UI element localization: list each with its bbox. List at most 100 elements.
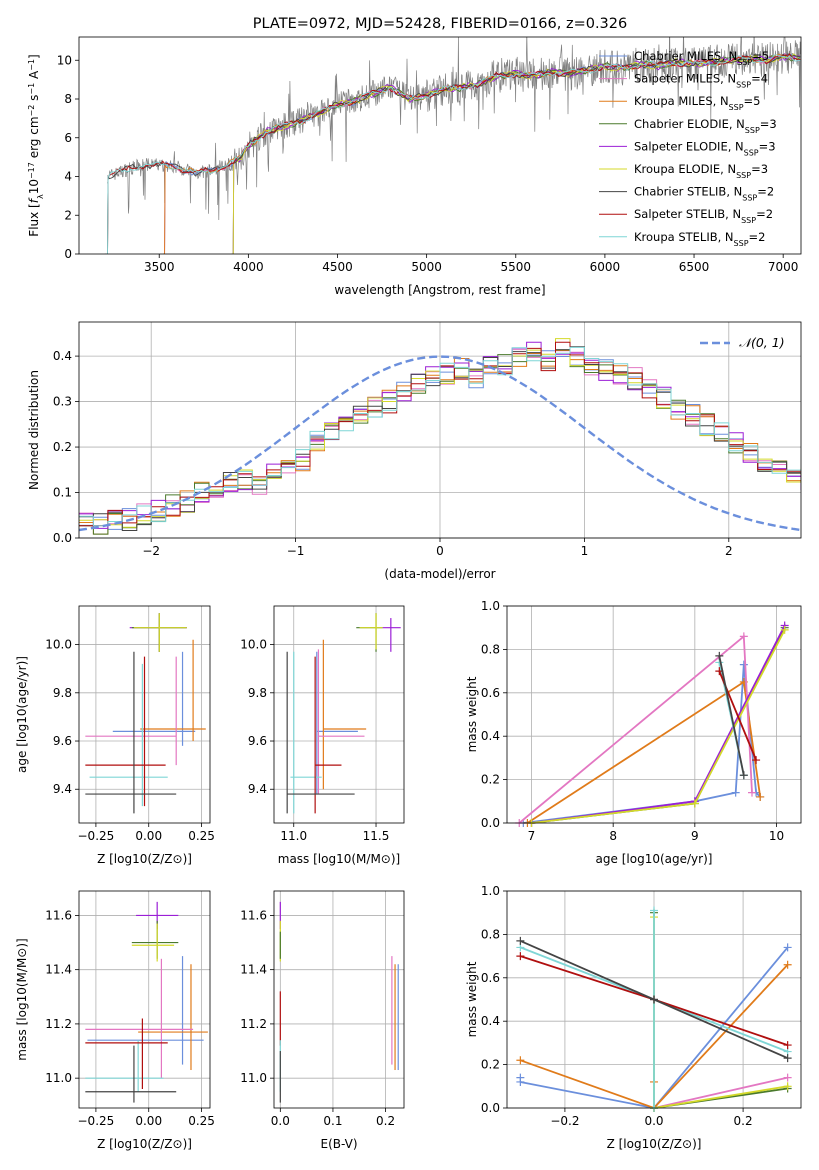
- x-tick-label: 2: [725, 544, 733, 558]
- axes-frame: [78, 605, 211, 824]
- x-tick-label: 0.0: [271, 1114, 290, 1128]
- y-tick-label: 0.4: [481, 729, 500, 743]
- y-tick-label: 1.0: [481, 599, 500, 613]
- axes-frame: [506, 605, 802, 824]
- legend-label: Kroupa STELIB, NSSP=2: [634, 230, 765, 248]
- histogram-series: [79, 349, 801, 525]
- x-tick-label: 0.0: [644, 1114, 663, 1128]
- axes-frame: [78, 890, 211, 1109]
- weight_vs_age-panel: 7 8 9 10 0.0 0.2 0.4 0.6 0.8 1.0 age [log10(age/yr…: [465, 599, 802, 866]
- weight-series-line: [518, 634, 753, 824]
- y-tick-label: 0.2: [481, 1058, 500, 1072]
- histogram-series: [79, 346, 801, 527]
- weight-series-line: [531, 629, 786, 824]
- legend-label: Chabrier ELODIE, NSSP=3: [634, 117, 777, 135]
- mass_vs_ebv-panel: 0.0 0.1 0.2 11.0 11.2 11.4 11.6 E(B-V): [240, 890, 405, 1151]
- x-axis-label: Z [log10(Z/Z⊙)]: [97, 852, 192, 866]
- x-tick-label: −1: [287, 544, 305, 558]
- spectrum-panel: 3500 4000 4500 5000 5500 6000 6500 7000 0 2 4 6 8 10 C…: [27, 16, 802, 297]
- y-tick-label: 11.4: [240, 963, 267, 977]
- legend-label: Kroupa ELODIE, NSSP=3: [634, 162, 768, 180]
- y-axis-label: Normed distribution: [27, 370, 41, 490]
- y-tick-label: 0.6: [481, 686, 500, 700]
- y-tick-label: 0: [64, 247, 72, 261]
- weight-marker: [739, 660, 748, 669]
- y-tick-label: 0.4: [53, 349, 72, 363]
- weight-marker: [739, 771, 748, 780]
- y-tick-label: 0.8: [481, 642, 500, 656]
- y-tick-label: 0.0: [481, 816, 500, 830]
- legend-label: 𝒩(0, 1): [739, 335, 785, 350]
- weight-marker: [752, 756, 761, 765]
- x-tick-label: 0.1: [323, 1114, 342, 1128]
- weight-series-line: [531, 625, 786, 824]
- x-tick-label: 6500: [679, 260, 710, 274]
- x-tick-label: −2: [142, 544, 160, 558]
- y-tick-label: 4: [64, 170, 72, 184]
- x-tick-label: 11.0: [280, 829, 307, 843]
- axes-frame: [273, 890, 405, 1109]
- axes-frame: [506, 890, 802, 1109]
- spectrum-model-line: [231, 53, 800, 254]
- x-tick-label: −0.2: [550, 1114, 579, 1128]
- y-tick-label: 11.4: [45, 963, 72, 977]
- legend-label: Chabrier MILES, NSSP=5: [634, 49, 769, 67]
- y-tick-label: 0.3: [53, 395, 72, 409]
- x-tick-label: 0.2: [734, 1114, 753, 1128]
- weight-marker: [650, 995, 658, 1004]
- weight-marker: [783, 1073, 792, 1082]
- weight-marker: [690, 799, 699, 808]
- y-tick-label: 10.0: [45, 638, 72, 652]
- weight-marker: [783, 1041, 792, 1050]
- y-tick-label: 2: [64, 208, 72, 222]
- x-tick-label: 9: [691, 829, 699, 843]
- y-tick-label: 10.0: [240, 638, 267, 652]
- x-tick-label: 8: [609, 829, 617, 843]
- x-tick-label: −0.25: [78, 829, 115, 843]
- axes-frame: [78, 321, 802, 539]
- legend-label: Salpeter MILES, NSSP=4: [634, 72, 768, 90]
- axes-frame: [78, 36, 802, 255]
- residuals-panel: −2 −1 0 1 2 0.0 0.1 0.2 0.3 0.4 𝒩(0, 1) (data-model…: [27, 321, 802, 581]
- weight-marker: [748, 788, 756, 797]
- x-tick-label: 1: [581, 544, 589, 558]
- y-tick-label: 9.6: [53, 734, 72, 748]
- weight-series-line: [531, 627, 786, 824]
- age_vs_Z-panel: −0.25 0.00 0.25 9.4 9.6 9.8 10.0 Z [log10(Z/Z⊙)…: [15, 605, 215, 866]
- x-tick-label: 7: [528, 829, 536, 843]
- weight-marker: [739, 632, 748, 641]
- histogram-series: [79, 346, 801, 531]
- y-tick-label: 11.0: [240, 1071, 267, 1085]
- spectrum-model-line: [106, 54, 801, 254]
- x-tick-label: 11.5: [363, 829, 390, 843]
- y-axis-label: mass weight: [465, 961, 479, 1037]
- x-tick-label: 0.2: [376, 1114, 395, 1128]
- x-tick-label: 0: [436, 544, 444, 558]
- y-tick-label: 9.6: [248, 734, 267, 748]
- y-tick-label: 9.4: [53, 782, 72, 796]
- weight-series-line: [653, 1076, 788, 1109]
- weight-marker: [516, 936, 525, 945]
- y-tick-label: 9.8: [53, 686, 72, 700]
- spectrum-model-line: [106, 53, 801, 254]
- x-axis-label: Z [log10(Z/Z⊙)]: [607, 1137, 702, 1151]
- x-tick-label: −0.25: [78, 1114, 115, 1128]
- y-tick-label: 0.0: [53, 531, 72, 545]
- weight-marker: [516, 1056, 525, 1065]
- x-tick-label: 6000: [590, 260, 621, 274]
- x-tick-label: 0.25: [188, 829, 215, 843]
- x-tick-label: 10: [769, 829, 784, 843]
- y-axis-label: Flux [fλ10−17 erg cm−2 s−1 A−1]: [27, 54, 45, 236]
- y-tick-label: 8: [64, 92, 72, 106]
- gaussian-curve: [79, 355, 801, 532]
- histogram-series: [79, 350, 801, 535]
- x-tick-label: 7000: [768, 260, 799, 274]
- x-tick-label: 5500: [500, 260, 531, 274]
- y-tick-label: 0.0: [481, 1101, 500, 1115]
- y-tick-label: 1.0: [481, 884, 500, 898]
- y-tick-label: 9.4: [248, 782, 267, 796]
- y-tick-label: 11.2: [45, 1017, 72, 1031]
- x-axis-label: wavelength [Angstrom, rest frame]: [334, 283, 545, 297]
- y-tick-label: 0.4: [481, 1014, 500, 1028]
